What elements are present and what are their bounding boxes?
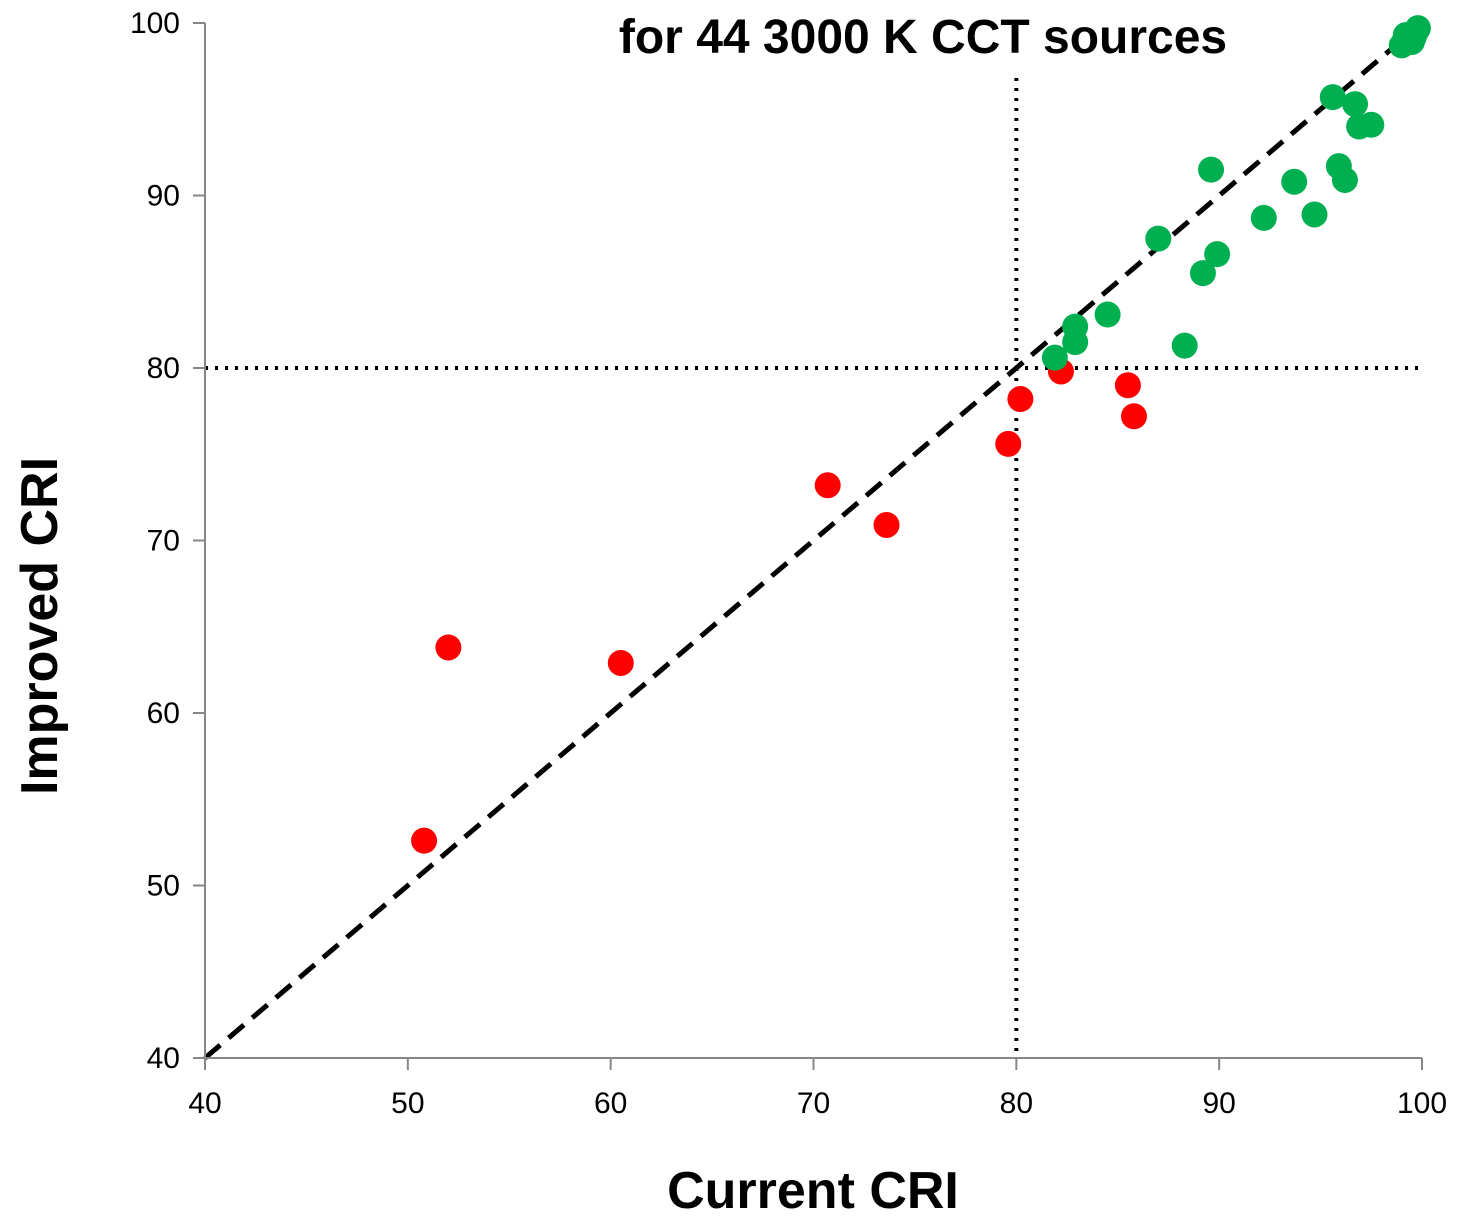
data-point-green	[1204, 241, 1231, 268]
data-point-green	[1189, 260, 1216, 287]
data-point-red	[1114, 372, 1141, 399]
y-tick-label: 40	[147, 1042, 180, 1075]
y-axis-title: Improved CRI	[11, 457, 69, 795]
x-axis-ticks: 40 50 60 70 80 90 100	[188, 1058, 1447, 1120]
data-point-red	[873, 511, 900, 538]
data-point-green	[1404, 15, 1431, 42]
y-tick-label: 80	[147, 352, 180, 385]
reference-lines	[203, 21, 1424, 1060]
chart-title: for 44 3000 K CCT sources	[619, 11, 1227, 64]
data-point-red	[411, 827, 438, 854]
x-tick-label: 80	[1000, 1087, 1033, 1120]
data-point-green	[1094, 301, 1121, 328]
x-tick-label: 100	[1397, 1087, 1447, 1120]
data-point-green	[1041, 344, 1068, 371]
data-point-green	[1301, 201, 1328, 228]
x-tick-label: 60	[594, 1087, 627, 1120]
x-tick-label: 90	[1202, 1087, 1235, 1120]
identity-reference-line	[203, 21, 1424, 1060]
data-point-red	[1007, 386, 1034, 413]
data-point-green	[1319, 84, 1346, 111]
data-points	[411, 15, 1431, 854]
data-point-red	[1120, 403, 1147, 430]
data-point-green	[1331, 166, 1358, 193]
x-tick-label: 40	[188, 1087, 221, 1120]
data-point-red	[814, 472, 841, 499]
data-point-green	[1358, 111, 1385, 138]
data-point-green	[1281, 168, 1308, 195]
y-tick-label: 50	[147, 870, 180, 903]
x-tick-label: 50	[391, 1087, 424, 1120]
data-point-green	[1198, 156, 1225, 183]
data-point-red	[995, 430, 1022, 457]
data-point-green	[1145, 225, 1172, 252]
data-point-red	[435, 634, 462, 661]
y-tick-label: 70	[147, 525, 180, 558]
y-tick-label: 60	[147, 697, 180, 730]
data-point-red	[607, 649, 634, 676]
data-point-green	[1250, 204, 1277, 231]
data-point-green	[1062, 313, 1089, 340]
y-tick-label: 90	[147, 180, 180, 213]
x-axis-title: Current CRI	[667, 1162, 959, 1220]
x-tick-label: 70	[797, 1087, 830, 1120]
data-point-green	[1342, 91, 1369, 118]
y-axis-ticks: 40 50 60 70 80 90 100	[130, 7, 205, 1075]
y-tick-label: 100	[130, 7, 180, 40]
data-point-green	[1171, 332, 1198, 359]
